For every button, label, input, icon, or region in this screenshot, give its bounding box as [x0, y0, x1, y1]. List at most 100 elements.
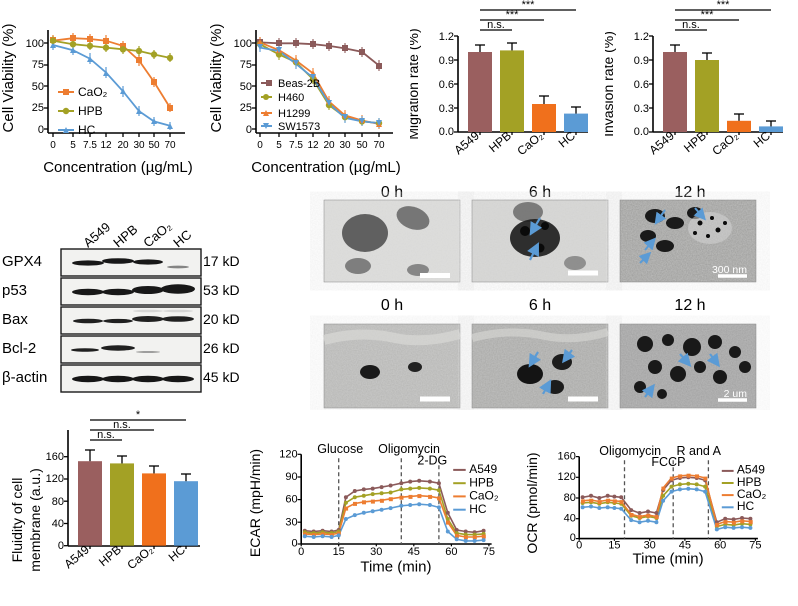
- svg-text:Concentration (µg/mL): Concentration (µg/mL): [43, 159, 193, 176]
- svg-text:0.9: 0.9: [634, 55, 649, 67]
- svg-text:HC: HC: [78, 123, 96, 137]
- svg-text:15: 15: [333, 546, 345, 558]
- svg-text:Migration rate (%): Migration rate (%): [410, 28, 421, 139]
- svg-text:ECAR (mpH/min): ECAR (mpH/min): [248, 449, 263, 557]
- svg-text:75: 75: [32, 59, 44, 71]
- svg-text:0.6: 0.6: [634, 79, 649, 91]
- svg-text:90: 90: [285, 471, 297, 483]
- svg-text:12 h: 12 h: [674, 297, 705, 314]
- svg-text:Time (min): Time (min): [633, 551, 704, 568]
- svg-text:40: 40: [564, 513, 576, 525]
- svg-text:45: 45: [408, 546, 420, 558]
- svg-text:CaO₂: CaO₂: [140, 218, 174, 250]
- svg-text:HC: HC: [737, 499, 755, 513]
- svg-text:53 kD: 53 kD: [203, 282, 240, 298]
- svg-text:0.3: 0.3: [634, 103, 649, 115]
- svg-text:0.0: 0.0: [439, 126, 454, 138]
- svg-text:Glucose: Glucose: [317, 442, 363, 456]
- svg-text:0.9: 0.9: [439, 55, 454, 67]
- svg-text:12: 12: [307, 140, 319, 151]
- svg-text:H1299: H1299: [278, 108, 310, 120]
- svg-text:80: 80: [52, 496, 64, 508]
- svg-text:75: 75: [483, 546, 495, 558]
- svg-text:12 h: 12 h: [674, 184, 705, 201]
- svg-text:20: 20: [117, 140, 129, 151]
- svg-text:0: 0: [257, 140, 263, 151]
- svg-text:β-actin: β-actin: [2, 369, 47, 386]
- svg-text:***: ***: [717, 0, 731, 11]
- svg-text:120: 120: [558, 471, 576, 483]
- svg-text:SW1573: SW1573: [278, 121, 320, 133]
- svg-text:Cell Viability (%): Cell Viability (%): [0, 24, 17, 133]
- svg-text:CaO₂: CaO₂: [514, 128, 546, 158]
- svg-text:1.2: 1.2: [439, 31, 454, 43]
- svg-text:FCCP: FCCP: [651, 455, 685, 469]
- svg-text:n.s.: n.s.: [113, 419, 131, 431]
- svg-text:75: 75: [749, 540, 761, 552]
- svg-text:30: 30: [370, 546, 382, 558]
- svg-text:Bcl-2: Bcl-2: [2, 340, 36, 357]
- svg-text:***: ***: [506, 9, 520, 21]
- svg-text:7.5: 7.5: [83, 140, 97, 151]
- svg-text:60: 60: [445, 546, 457, 558]
- svg-text:40: 40: [52, 518, 64, 530]
- svg-text:0: 0: [298, 546, 304, 558]
- svg-text:0: 0: [58, 540, 64, 552]
- svg-text:HPB: HPB: [78, 104, 103, 118]
- svg-text:CaO₂: CaO₂: [124, 542, 156, 572]
- svg-text:0.3: 0.3: [439, 103, 454, 115]
- svg-text:26 kD: 26 kD: [203, 340, 240, 356]
- svg-text:Beas-2B: Beas-2B: [278, 78, 320, 90]
- svg-text:12: 12: [100, 140, 112, 151]
- svg-text:OCR (pmol/min): OCR (pmol/min): [525, 452, 540, 553]
- svg-text:120: 120: [46, 473, 64, 485]
- svg-text:70: 70: [164, 140, 176, 151]
- svg-text:CaO₂: CaO₂: [709, 128, 741, 158]
- svg-text:0: 0: [50, 140, 56, 151]
- svg-text:25: 25: [240, 102, 252, 114]
- svg-text:p53: p53: [2, 282, 27, 299]
- svg-text:GPX4: GPX4: [2, 253, 42, 270]
- svg-text:*: *: [136, 409, 141, 421]
- svg-text:0: 0: [570, 532, 576, 544]
- svg-text:50: 50: [356, 140, 368, 151]
- svg-text:2-DG: 2-DG: [417, 454, 447, 468]
- svg-text:n.s.: n.s.: [487, 19, 505, 31]
- svg-text:0: 0: [38, 124, 44, 136]
- svg-text:0.0: 0.0: [634, 126, 649, 138]
- svg-text:membrane (a.u.): membrane (a.u.): [27, 468, 43, 571]
- svg-text:25: 25: [32, 102, 44, 114]
- svg-text:80: 80: [564, 492, 576, 504]
- svg-text:Time (min): Time (min): [360, 558, 431, 575]
- svg-text:Cell Viability (%): Cell Viability (%): [208, 24, 225, 133]
- svg-text:300 nm: 300 nm: [712, 264, 747, 276]
- svg-text:15: 15: [608, 540, 620, 552]
- svg-text:HC: HC: [170, 227, 194, 251]
- svg-text:Bax: Bax: [2, 311, 28, 328]
- svg-text:30: 30: [133, 140, 145, 151]
- svg-text:2 um: 2 um: [724, 388, 748, 400]
- svg-text:20: 20: [323, 140, 335, 151]
- svg-text:160: 160: [46, 451, 64, 463]
- svg-text:A549: A549: [80, 219, 113, 250]
- svg-text:0 h: 0 h: [381, 184, 403, 201]
- svg-text:H460: H460: [278, 92, 304, 104]
- svg-text:75: 75: [240, 59, 252, 71]
- svg-text:50: 50: [32, 81, 44, 93]
- svg-text:50: 50: [148, 140, 160, 151]
- svg-text:100: 100: [234, 38, 252, 50]
- svg-text:30: 30: [339, 140, 351, 151]
- svg-text:CaO₂: CaO₂: [469, 489, 499, 503]
- svg-text:0: 0: [246, 124, 252, 136]
- svg-text:160: 160: [558, 451, 576, 463]
- svg-text:HPB: HPB: [469, 475, 494, 489]
- svg-text:70: 70: [373, 140, 385, 151]
- svg-text:0.6: 0.6: [439, 79, 454, 91]
- svg-text:HC: HC: [469, 502, 487, 516]
- svg-text:50: 50: [240, 81, 252, 93]
- svg-text:7.5: 7.5: [289, 140, 303, 151]
- svg-text:A549: A549: [469, 462, 497, 476]
- svg-text:120: 120: [279, 449, 297, 461]
- svg-text:HPB: HPB: [110, 222, 140, 251]
- svg-text:Concentration (µg/mL): Concentration (µg/mL): [251, 159, 401, 176]
